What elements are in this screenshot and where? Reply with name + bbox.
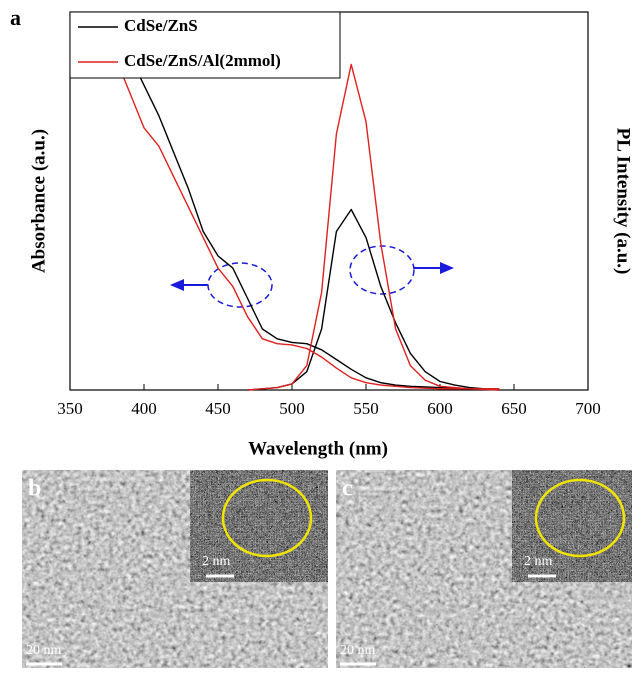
x-axis-label: Wavelength (nm) (248, 438, 388, 459)
absorbance-line (113, 54, 500, 390)
y-axis-label: Absorbance (a.u.) (28, 129, 49, 273)
legend-box (69, 11, 341, 79)
x-tick-label: 650 (501, 399, 527, 418)
lattice-circle (221, 478, 313, 558)
inset-scale-label: 2 nm (524, 554, 553, 569)
x-tick-label: 550 (353, 399, 379, 418)
x-tick-label: 400 (131, 399, 157, 418)
y2-axis-label: PL Intensity (a.u.) (613, 128, 634, 275)
legend-label: CdSe/ZnS (124, 16, 198, 35)
panel-label: c (342, 476, 353, 502)
panel-label: a (10, 5, 21, 30)
absorbance-line (128, 54, 500, 390)
x-tick-label: 450 (205, 399, 231, 418)
lattice-circle (534, 478, 626, 558)
panel-label: b (28, 476, 41, 502)
scale-label: 20 nm (340, 643, 376, 658)
x-tick-label: 350 (57, 399, 83, 418)
x-tick-label: 500 (279, 399, 305, 418)
legend: CdSe/ZnS CdSe/ZnS/Al(2mmol) (69, 11, 341, 79)
scale-label: 20 nm (26, 643, 62, 658)
annotation-ellipse (349, 245, 415, 295)
x-tick-label: 600 (427, 399, 453, 418)
legend-label: CdSe/ZnS/Al(2mmol) (124, 51, 281, 70)
x-tick-label: 700 (575, 399, 601, 418)
tem-inset (190, 470, 328, 582)
inset-scale-label: 2 nm (202, 554, 231, 569)
pl-line (247, 208, 500, 391)
pl-line (247, 63, 500, 391)
tem-inset (512, 470, 632, 582)
